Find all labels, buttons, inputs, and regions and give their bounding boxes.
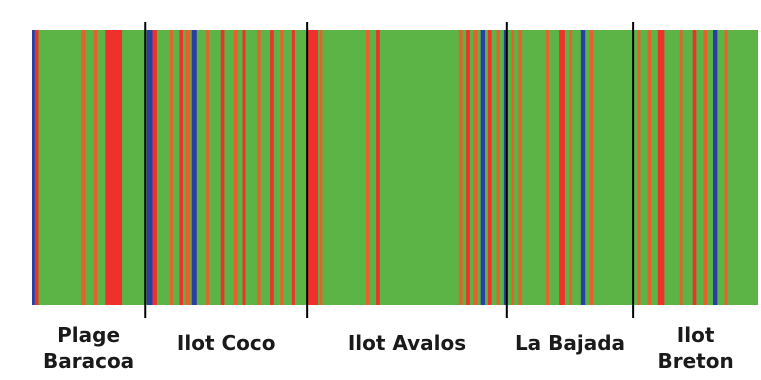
band-red-6 [152,30,157,305]
band-orange-44 [724,30,728,305]
bands-layer [32,30,728,305]
band-blue-26 [480,30,486,305]
band-orange-30 [511,30,515,305]
site-label-3-line-0: La Bajada [515,331,625,355]
band-blue-10 [191,30,197,305]
band-red-33 [559,30,565,305]
band-orange-13 [233,30,238,305]
band-red-8 [179,30,184,305]
band-orange-9 [185,30,191,305]
band-orange-38 [647,30,652,305]
band-red-39 [657,30,665,305]
band-orange-25 [473,30,478,305]
band-orange-21 [365,30,370,305]
band-orange-3 [93,30,98,305]
site-label-4-line-1: Breton [657,349,733,373]
band-orange-23 [458,30,463,305]
band-red-27 [487,30,492,305]
band-orange-7 [169,30,173,305]
band-orange-17 [280,30,284,305]
site-label-0-line-1: Baracoa [43,349,134,373]
site-label-2-line-0: Ilot Avalos [348,331,466,355]
band-red-12 [220,30,225,305]
site-dividers [144,22,635,318]
band-orange-28 [496,30,500,305]
band-red-41 [692,30,697,305]
band-red-24 [466,30,470,305]
band-blue-5 [146,30,153,305]
band-orange-37 [637,30,641,305]
band-red-18 [291,30,295,305]
band-blue-29 [503,30,507,305]
band-orange-11 [206,30,210,305]
band-red-1 [34,30,39,305]
band-orange-2 [81,30,86,305]
site-label-0-line-0: Plage [57,323,120,347]
site-label-4-line-0: Ilot [677,323,715,347]
band-orange-40 [679,30,683,305]
band-orange-31 [518,30,523,305]
band-orange-36 [589,30,594,305]
band-red-4 [105,30,123,305]
site-label-1-line-0: Ilot Coco [177,331,276,355]
band-red-19 [307,30,319,305]
band-orange-32 [546,30,549,305]
band-orange-20 [319,30,323,305]
band-blue-43 [712,30,718,305]
band-blue-35 [580,30,586,305]
band-blue-0 [32,30,35,305]
band-red-16 [270,30,274,305]
band-orange-15 [257,30,261,305]
band-orange-34 [569,30,573,305]
band-orange-42 [703,30,708,305]
band-red-22 [376,30,380,305]
band-red-14 [242,30,246,305]
